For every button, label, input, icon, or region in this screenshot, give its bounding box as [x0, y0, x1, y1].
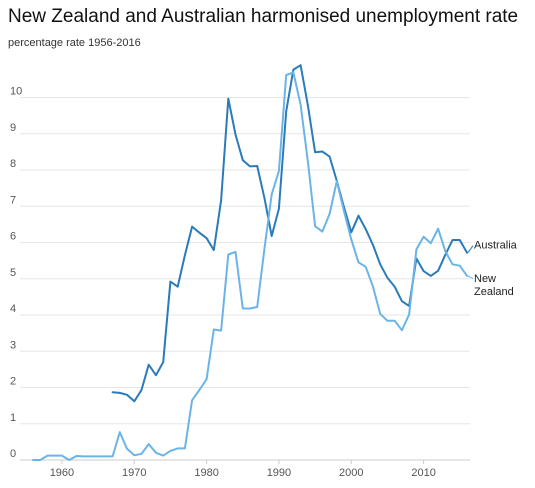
y-tick-label: 2	[10, 376, 16, 388]
series-lines	[32, 64, 468, 461]
chart-subtitle: percentage rate 1956-2016	[8, 37, 141, 49]
y-tick-label: 9	[10, 122, 16, 134]
series-line-new-zealand	[32, 71, 468, 461]
series-label-new-zealand: New Zealand	[474, 273, 514, 298]
x-tick-label: 1970	[122, 467, 146, 479]
y-tick-label: 3	[10, 339, 16, 351]
y-tick-label: 5	[10, 267, 16, 279]
series-line-australia	[111, 64, 468, 403]
x-axis-ticks: 1960 1970 1980 1990 2000 2010	[50, 460, 436, 479]
series-label-connector	[467, 245, 474, 253]
x-tick-label: 2000	[339, 467, 363, 479]
series-labels: Australia New Zealand	[467, 240, 518, 298]
x-tick-label: 1960	[50, 467, 74, 479]
y-tick-label: 7	[10, 194, 16, 206]
x-tick-label: 1990	[267, 467, 291, 479]
x-tick-label: 2010	[411, 467, 435, 479]
series-label-australia: Australia	[474, 240, 518, 252]
y-tick-label: 8	[10, 158, 16, 170]
y-tick-label: 10	[10, 86, 22, 98]
series-label-connector	[467, 275, 474, 280]
y-axis-ticks: 0 1 2 3 4 5 6 7 8 9 10	[10, 86, 22, 461]
y-tick-label: 1	[10, 412, 16, 424]
y-tick-label: 4	[10, 303, 16, 315]
x-tick-label: 1980	[194, 467, 218, 479]
y-tick-label: 0	[10, 448, 16, 460]
chart-title: New Zealand and Australian harmonised un…	[8, 6, 519, 27]
grid-lines	[20, 97, 470, 461]
y-tick-label: 6	[10, 231, 16, 243]
